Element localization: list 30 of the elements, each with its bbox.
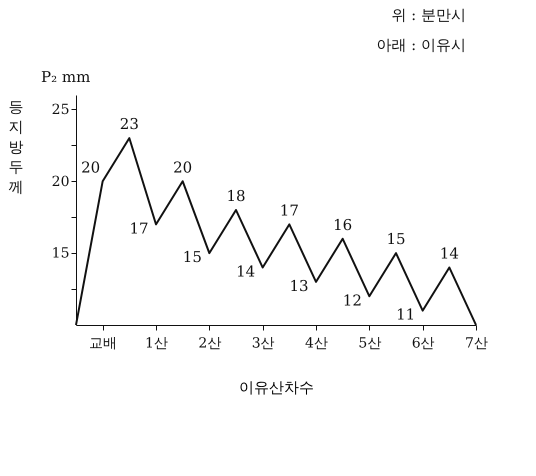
y-tick-label: 25 [52,102,70,118]
y-axis-title: 등지방두께 [8,98,24,196]
data-label: 17 [280,201,299,220]
data-label: 17 [129,219,149,238]
data-label: 14 [440,244,459,262]
x-tick-label: 4산 [305,336,328,352]
y-tick-label: 15 [52,246,70,262]
x-tick-label: 7산 [465,336,488,352]
data-label: 23 [120,115,139,134]
data-label: 13 [289,276,309,295]
text: P₂ mm [41,68,90,86]
data-label: 15 [182,248,202,266]
data-label: 11 [396,306,416,324]
x-tick-label: 3산 [252,336,275,352]
x-axis-title: 이유산차수 [239,378,314,396]
x-tick-label: 1산 [145,336,168,352]
data-label: 15 [386,230,406,248]
y-tick-label: 20 [52,174,70,190]
data-label: 20 [81,158,100,176]
x-tick-label: 교배 [89,336,118,352]
data-label: 20 [173,158,192,176]
data-label: 12 [342,291,362,310]
text: 아래 : 이유시 [376,36,466,54]
x-tick-label: 5산 [358,336,382,352]
x-tick-label: 6산 [412,336,435,352]
x-tick-label: 2산 [198,336,222,352]
data-label: 16 [333,216,352,234]
data-label: 14 [236,262,256,280]
data-label: 18 [226,187,246,205]
text: 위 : 분만시 [391,6,466,24]
